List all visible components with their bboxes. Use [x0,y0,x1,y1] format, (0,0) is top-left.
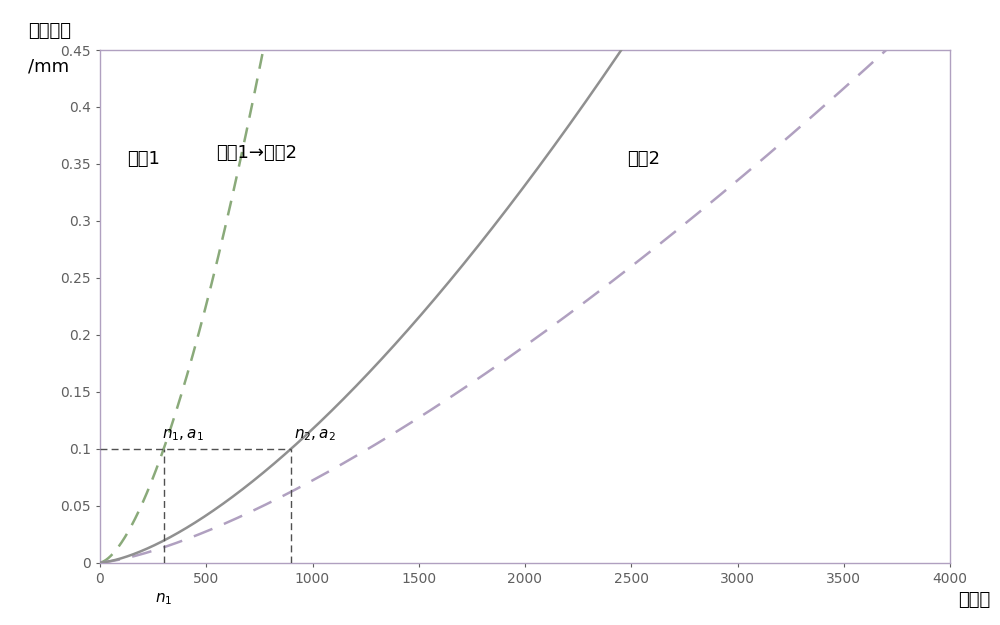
Text: 循环数: 循环数 [958,591,991,609]
Text: $n_2,a_2$: $n_2,a_2$ [294,428,336,443]
Text: 载荷2: 载荷2 [627,150,660,168]
Text: $n_1$: $n_1$ [155,591,172,607]
Text: $n_1,a_1$: $n_1,a_1$ [162,428,203,443]
Text: 裂纹长度: 裂纹长度 [28,22,71,40]
Text: 载荷1: 载荷1 [128,150,160,168]
Text: 载荷1→载荷2: 载荷1→载荷2 [216,144,297,162]
Text: /mm: /mm [28,58,69,76]
